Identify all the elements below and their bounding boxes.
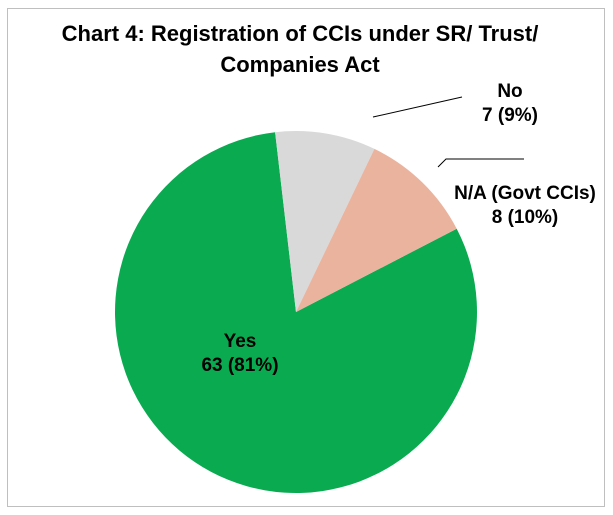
value-label: 63 (81%) bbox=[201, 355, 279, 376]
pie bbox=[114, 131, 477, 494]
category-name: No bbox=[497, 81, 523, 102]
value-label: 7 (9%) bbox=[482, 105, 538, 126]
value-label: 8 (10%) bbox=[491, 207, 559, 228]
pie-slice bbox=[114, 132, 477, 494]
category-name: Yes bbox=[223, 331, 257, 352]
category-name: N/A (Govt CCIs) bbox=[454, 183, 596, 204]
chart-title: Chart 4: Registration of CCIs under SR/ … bbox=[61, 21, 539, 77]
data-label: Yes 63 (81%) bbox=[165, 330, 315, 378]
leader-line bbox=[372, 96, 463, 118]
data-label: N/A (Govt CCIs) 8 (10%) bbox=[450, 182, 600, 230]
data-label: No 7 (9%) bbox=[440, 80, 580, 128]
pie-slice bbox=[296, 148, 457, 312]
pie-slice bbox=[275, 131, 375, 312]
leader-line bbox=[437, 158, 524, 168]
